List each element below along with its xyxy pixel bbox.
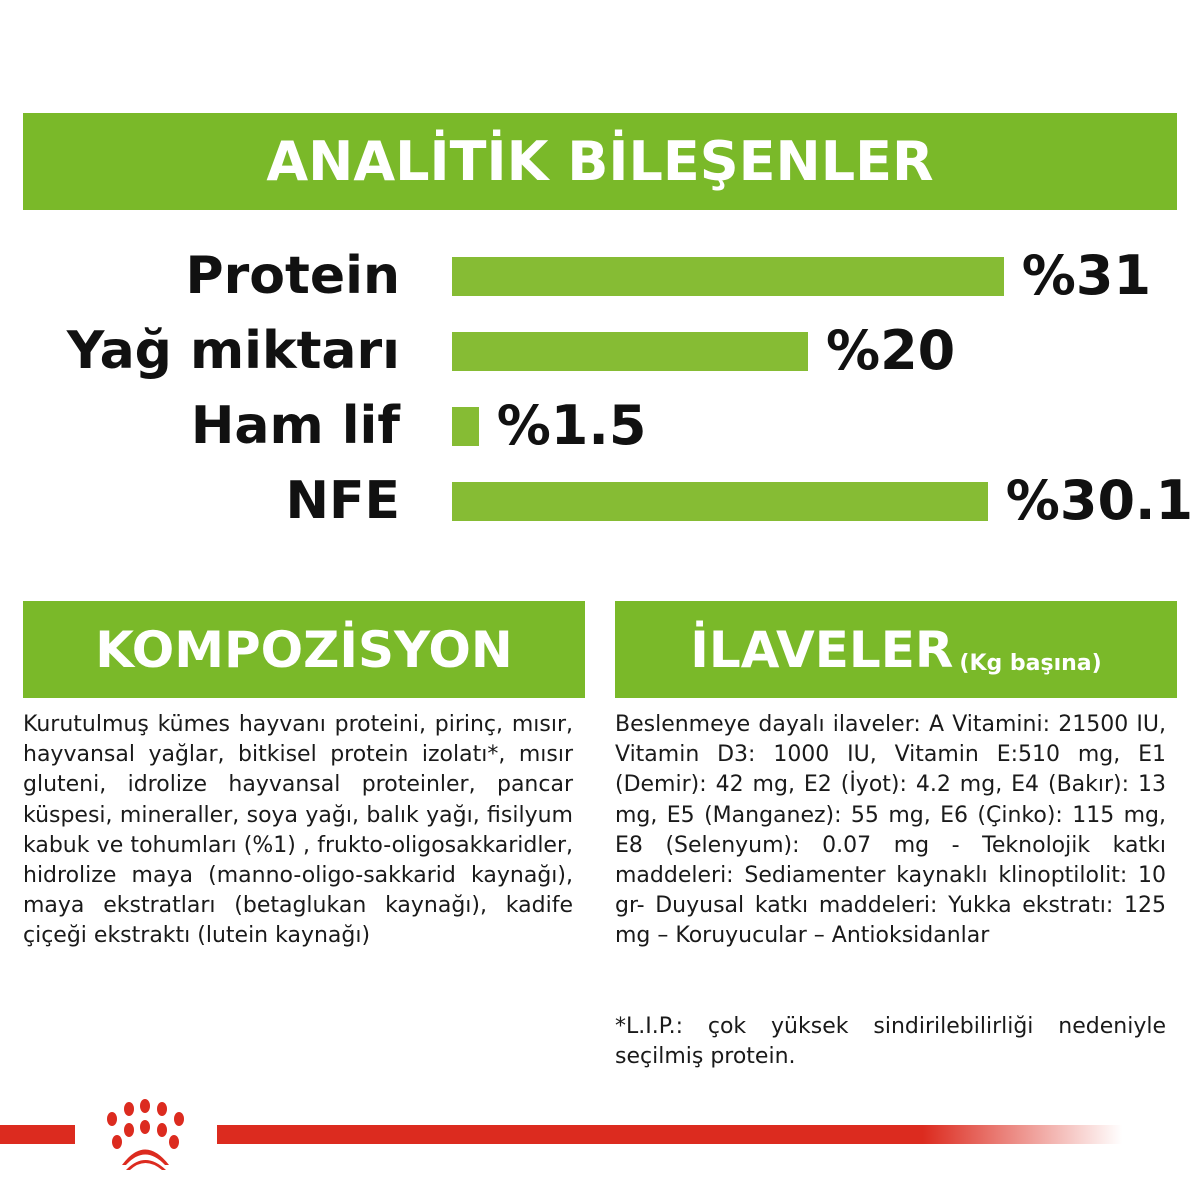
additives-title: İLAVELER: [690, 620, 954, 679]
analysis-value: %30.1: [1005, 469, 1194, 532]
brand-stripe-left: [0, 1125, 75, 1144]
brand-stripe-right: [217, 1125, 1122, 1144]
additives-subtitle: (Kg başına): [959, 651, 1102, 676]
royal-canin-logo-icon: [107, 1099, 184, 1170]
footnote: *L.I.P.: çok yüksek sindirilebilirliği n…: [615, 1014, 1166, 1070]
additives-text: Beslenmeye dayalı ilaveler: A Vitamini: …: [615, 712, 1166, 949]
composition-banner: KOMPOZİSYON: [23, 601, 585, 698]
analysis-bar: [452, 482, 988, 521]
analysis-bar: [452, 332, 808, 371]
composition-text: Kurutulmuş kümes hayvanı proteini, pirin…: [23, 712, 573, 949]
analysis-bar: [452, 407, 479, 446]
page-title: ANALİTİK BİLEŞENLER: [266, 130, 934, 193]
analysis-label: Protein: [185, 246, 400, 306]
analysis-label: NFE: [285, 471, 400, 531]
composition-title: KOMPOZİSYON: [95, 620, 513, 679]
analysis-label: Yağ miktarı: [66, 321, 400, 381]
analysis-bar: [452, 257, 1004, 296]
analysis-value: %1.5: [496, 394, 647, 457]
analysis-label: Ham lif: [190, 396, 400, 456]
analysis-value: %20: [826, 319, 956, 382]
additives-banner: İLAVELER (Kg başına): [615, 601, 1177, 698]
analysis-value: %31: [1021, 244, 1152, 307]
analytic-components-banner: ANALİTİK BİLEŞENLER: [23, 113, 1177, 210]
